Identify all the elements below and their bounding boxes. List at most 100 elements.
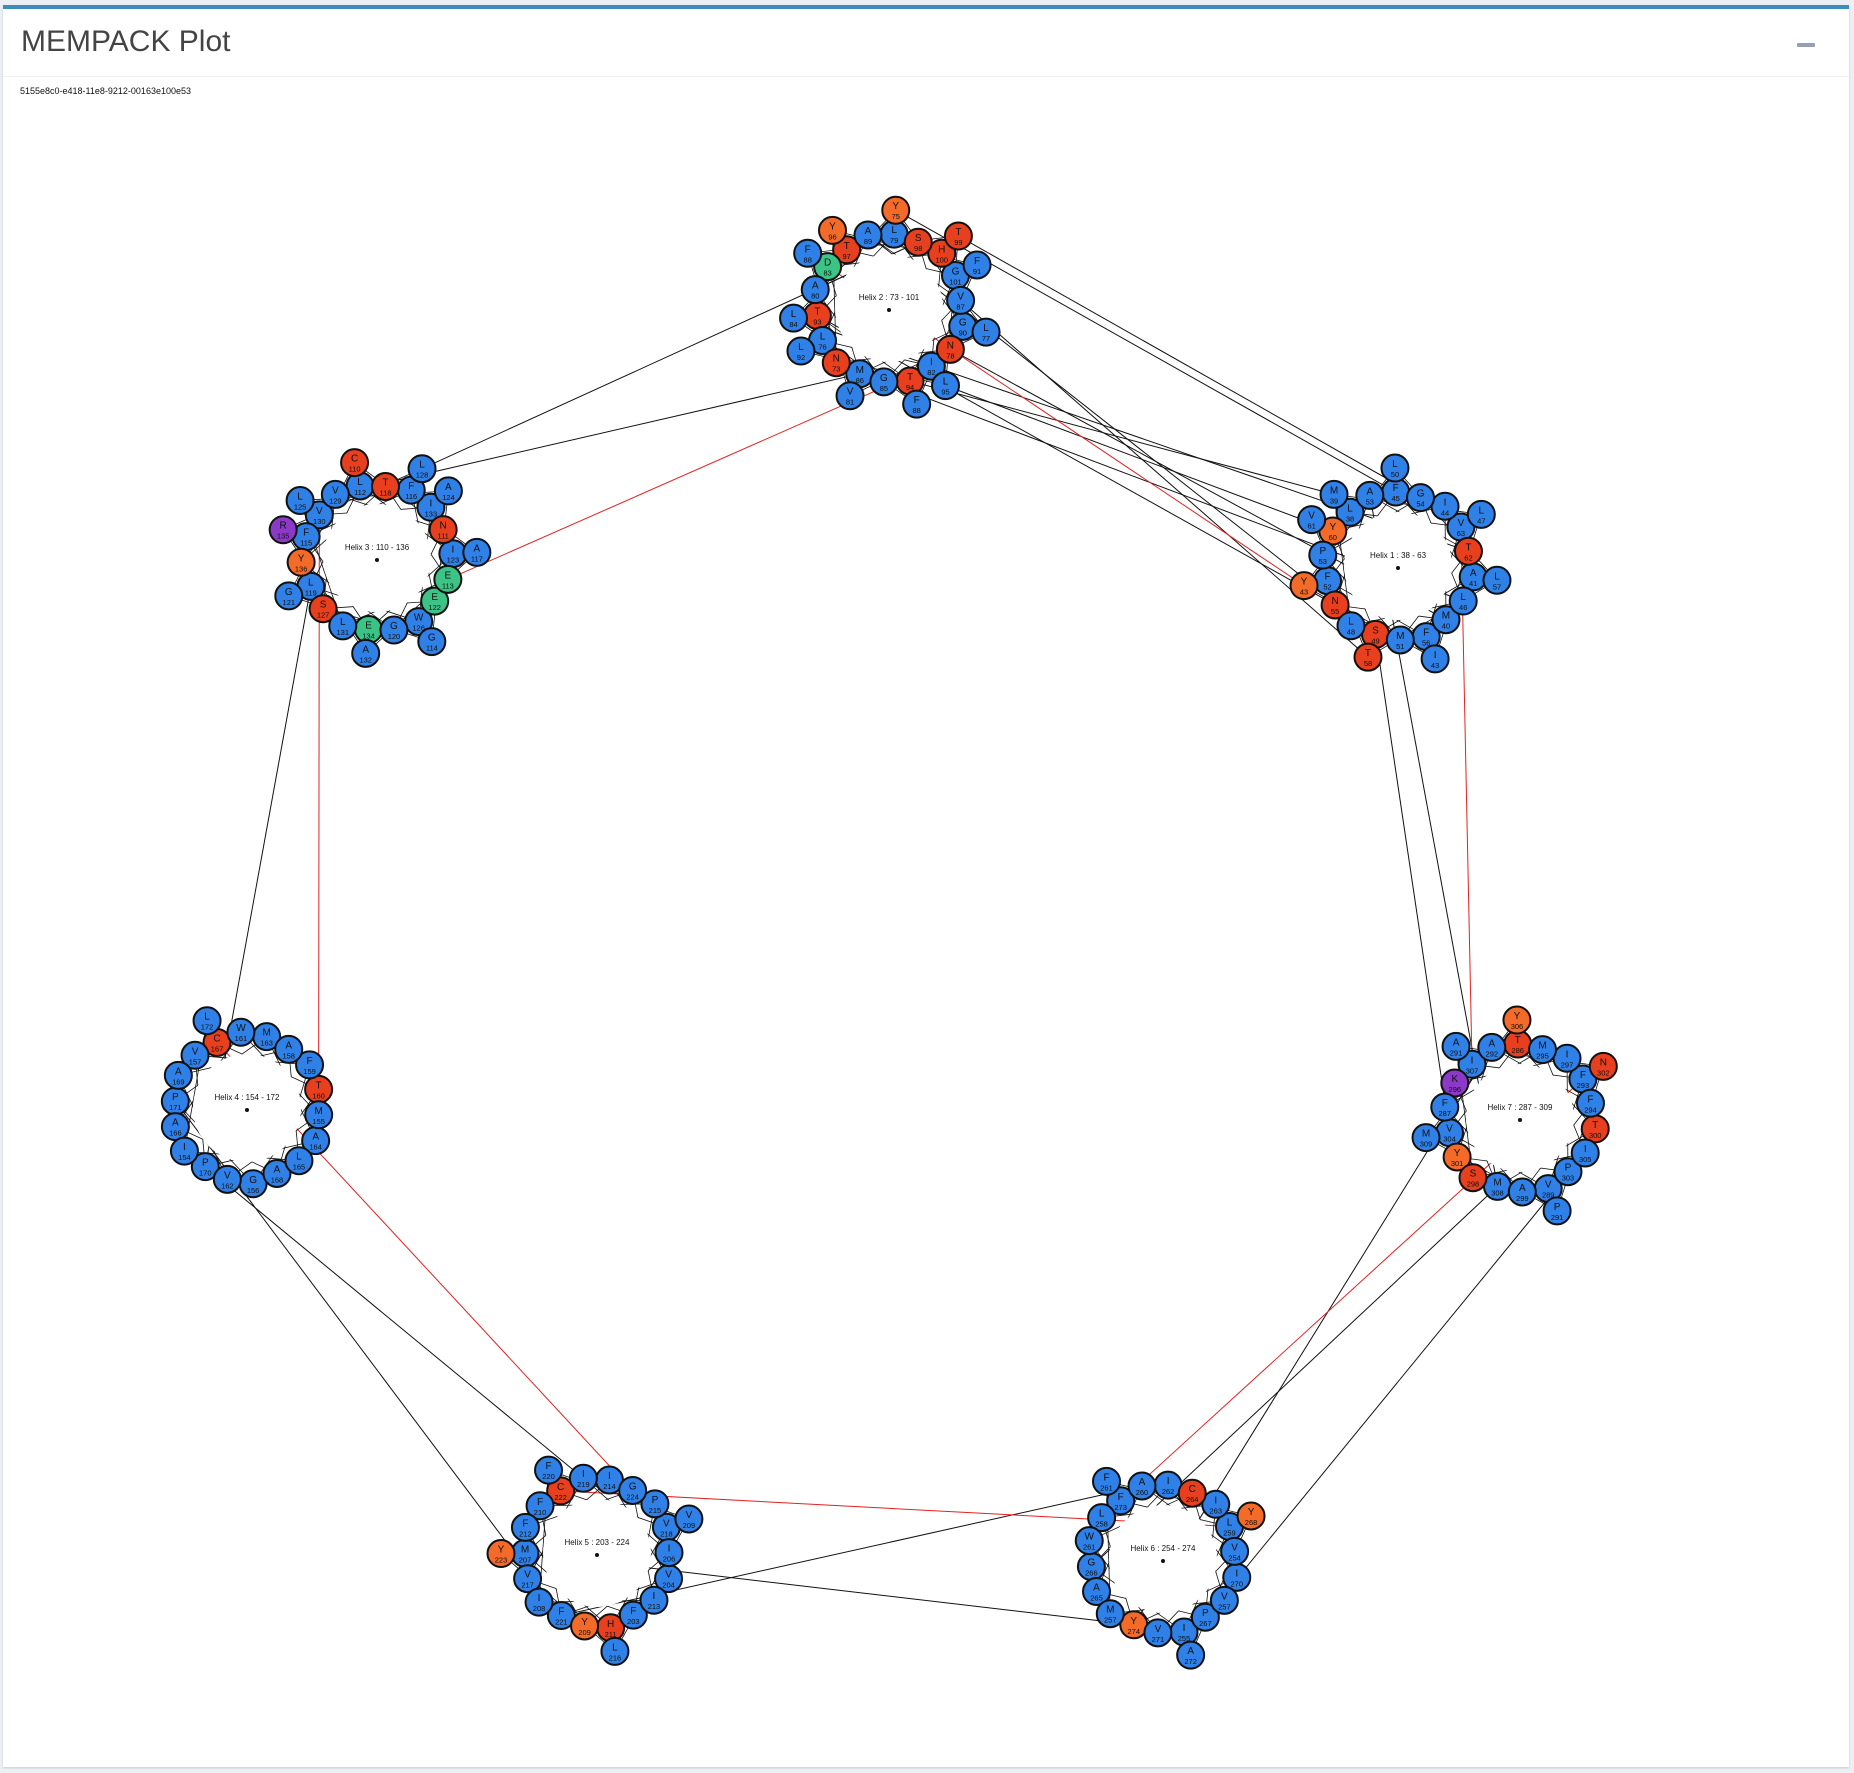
residue-node[interactable]: L47 <box>1466 499 1496 529</box>
residue-node[interactable]: N73 <box>821 348 851 378</box>
residue-node[interactable]: A53 <box>1355 480 1385 510</box>
residue-node[interactable]: D83 <box>813 252 843 282</box>
residue-node[interactable]: F88 <box>793 238 823 268</box>
residue-node[interactable]: L92 <box>786 336 816 366</box>
residue-node[interactable]: V61 <box>1297 505 1327 535</box>
residue-node[interactable]: M51 <box>1385 625 1415 655</box>
residue-node[interactable]: I44 <box>1430 491 1460 521</box>
residue-node[interactable]: N55 <box>1320 590 1350 620</box>
residue-node[interactable]: T58 <box>1353 642 1383 672</box>
residue-node[interactable]: L79 <box>879 219 909 249</box>
residue-node[interactable]: T97 <box>832 235 862 265</box>
residue-node[interactable]: A89 <box>853 220 883 250</box>
residue-node[interactable]: P53 <box>1308 540 1338 570</box>
residue-node[interactable]: L84 <box>779 303 809 333</box>
residue-node[interactable]: L95 <box>930 371 960 401</box>
residue-node[interactable]: L57 <box>1482 565 1512 595</box>
residue-node[interactable]: V87 <box>946 285 976 315</box>
residue-node[interactable]: Y75 <box>881 195 911 225</box>
residue-node[interactable]: F45 <box>1381 477 1411 507</box>
residue-node[interactable]: L77 <box>971 317 1001 347</box>
collapse-button[interactable] <box>1793 35 1819 55</box>
residue-node[interactable]: F91 <box>962 250 992 280</box>
residue-node[interactable]: Y60 <box>1318 516 1348 546</box>
residue-node[interactable]: I82 <box>916 351 946 381</box>
residue-node[interactable]: L48 <box>1336 611 1366 641</box>
residue-node[interactable]: T99 <box>943 221 973 251</box>
residue-node[interactable]: M39 <box>1319 479 1349 509</box>
residue-node[interactable]: Y43 <box>1289 571 1319 601</box>
residue-node[interactable]: F52 <box>1313 566 1343 596</box>
